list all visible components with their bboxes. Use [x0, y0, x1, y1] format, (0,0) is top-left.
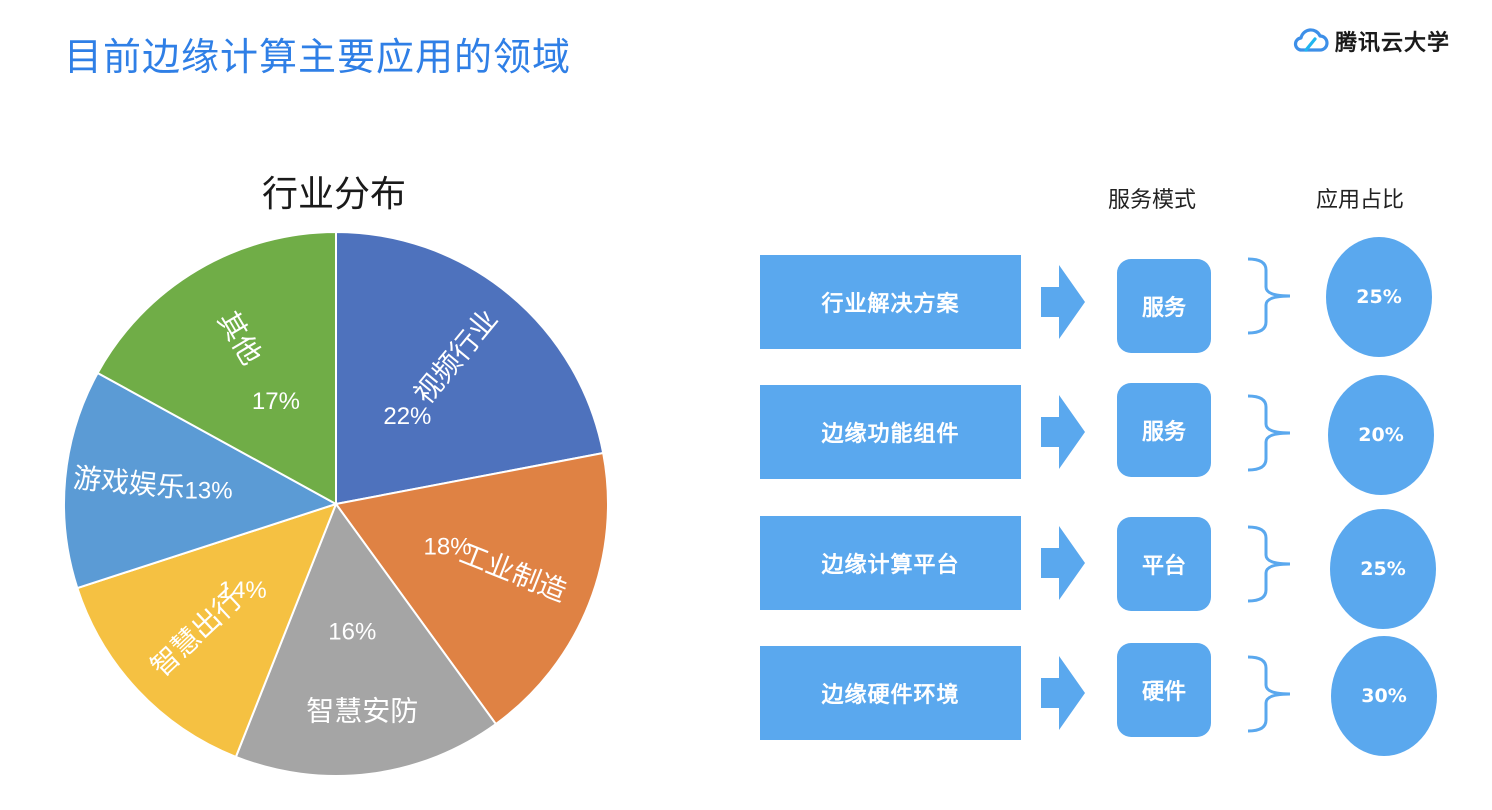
- page-title: 目前边缘计算主要应用的领域: [64, 35, 572, 79]
- mode-box-platform: 平台: [1117, 517, 1211, 611]
- mode-box-service: 服务: [1117, 383, 1211, 477]
- slice-value-label: 17%: [252, 388, 300, 415]
- solution-box-industry: 行业解决方案: [760, 255, 1021, 349]
- pie-slice: [63, 371, 339, 590]
- solution-box-edge-function: 边缘功能组件: [760, 385, 1021, 479]
- solution-box-edge-hardware: 边缘硬件环境: [760, 646, 1021, 740]
- slice-value-label: 14%: [219, 577, 267, 604]
- chart-title: 行业分布: [262, 174, 407, 215]
- cloud-icon: [1293, 28, 1329, 52]
- brand-name: 腾讯云大学: [1334, 31, 1450, 56]
- pie-slice: [334, 451, 609, 726]
- share-circle: 25%: [1326, 237, 1432, 357]
- share-circle: 30%: [1331, 636, 1437, 756]
- right-arrow-icon: [1041, 265, 1085, 339]
- mode-box-hardware: 硬件: [1117, 643, 1211, 737]
- service-mode-header: 服务模式: [1108, 188, 1197, 213]
- right-arrow-icon: [1041, 656, 1085, 730]
- slice-label: 智慧安防: [306, 694, 418, 727]
- solution-box-edge-platform: 边缘计算平台: [760, 516, 1021, 610]
- slice-value-label: 16%: [328, 618, 376, 645]
- brand-logo: 腾讯云大学: [1293, 26, 1450, 56]
- slice-value-label: 13%: [185, 477, 233, 504]
- right-arrow-icon: [1041, 526, 1085, 600]
- mode-box-service: 服务: [1117, 259, 1211, 353]
- slice-value-label: 22%: [383, 403, 431, 430]
- right-brace-icon: [1247, 525, 1291, 603]
- share-header: 应用占比: [1316, 188, 1405, 213]
- right-brace-icon: [1247, 655, 1291, 733]
- share-circle: 25%: [1330, 509, 1436, 629]
- pie-slice: [234, 501, 498, 777]
- right-brace-icon: [1247, 257, 1291, 335]
- pie-slice: [335, 230, 605, 506]
- slice-value-label: 18%: [424, 534, 472, 561]
- share-circle: 20%: [1328, 375, 1434, 495]
- right-brace-icon: [1247, 394, 1291, 472]
- pie-slice: [96, 230, 337, 506]
- right-arrow-icon: [1041, 395, 1085, 469]
